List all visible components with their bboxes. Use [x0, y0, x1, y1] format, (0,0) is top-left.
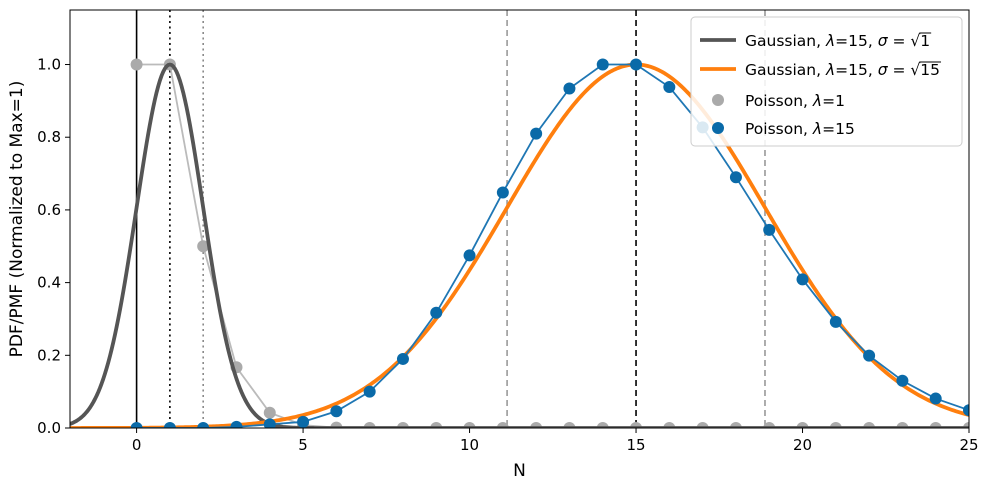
legend-label: Poisson, λ=1 — [745, 92, 845, 110]
legend-swatch-marker — [712, 122, 724, 134]
x-tick-label: 15 — [626, 436, 645, 454]
data-point — [729, 171, 742, 184]
y-tick-label: 1.0 — [37, 56, 61, 74]
series-3 — [130, 58, 969, 428]
data-point — [663, 81, 676, 94]
plot-frame — [69, 9, 970, 429]
series-1 — [70, 62, 969, 428]
x-tick-label: 5 — [298, 436, 308, 454]
data-point — [197, 422, 210, 428]
data-point — [363, 385, 376, 398]
data-point — [796, 273, 809, 286]
data-point — [763, 223, 776, 236]
data-point — [263, 418, 276, 428]
y-tick-label: 0.2 — [37, 346, 61, 364]
y-tick-label: 0.6 — [37, 201, 61, 219]
data-point — [263, 406, 276, 419]
series-0 — [70, 62, 969, 428]
data-point — [430, 306, 443, 319]
data-point — [130, 58, 143, 71]
data-point — [563, 82, 576, 95]
x-axis: 0 5 10 15 20 25 — [132, 428, 979, 454]
data-point — [829, 315, 842, 328]
data-point — [330, 405, 343, 418]
x-axis-label: N — [513, 461, 526, 481]
legend-swatch-marker — [712, 94, 724, 106]
series-line-1 — [70, 62, 969, 428]
x-tick-label: 25 — [959, 436, 978, 454]
data-point — [863, 349, 876, 362]
legend: Gaussian, λ=15, σ = √1 Gaussian, λ=15, σ … — [690, 16, 963, 147]
data-point — [596, 58, 609, 71]
legend-box — [690, 16, 963, 147]
data-point — [963, 404, 969, 417]
legend-label: Gaussian, λ=15, σ = √15 — [745, 61, 940, 79]
data-point — [496, 186, 509, 199]
x-tick-label: 20 — [793, 436, 812, 454]
x-tick-label: 0 — [132, 436, 142, 454]
data-point — [130, 422, 143, 428]
data-point — [530, 127, 543, 140]
y-tick-label: 0.8 — [37, 128, 61, 146]
legend-label: Poisson, λ=15 — [745, 120, 855, 138]
y-axis: 0.0 0.2 0.4 0.6 0.8 1.0 — [37, 56, 70, 437]
data-point — [896, 374, 909, 387]
data-point — [197, 240, 210, 253]
x-tick-label: 10 — [460, 436, 479, 454]
data-point — [463, 249, 476, 262]
y-tick-label: 0.4 — [37, 274, 61, 292]
legend-label: Gaussian, λ=15, σ = √1 — [745, 32, 930, 50]
data-point — [630, 58, 643, 71]
series-layer — [70, 58, 969, 428]
data-point — [163, 422, 176, 428]
y-tick-label: 0.0 — [37, 419, 61, 437]
data-point — [929, 392, 942, 405]
data-point — [297, 415, 310, 428]
y-axis-label: PDF/PMF (Normalized to Max=1) — [7, 81, 27, 358]
data-point — [396, 352, 409, 365]
series-line-0 — [70, 62, 969, 428]
data-point — [230, 420, 243, 428]
